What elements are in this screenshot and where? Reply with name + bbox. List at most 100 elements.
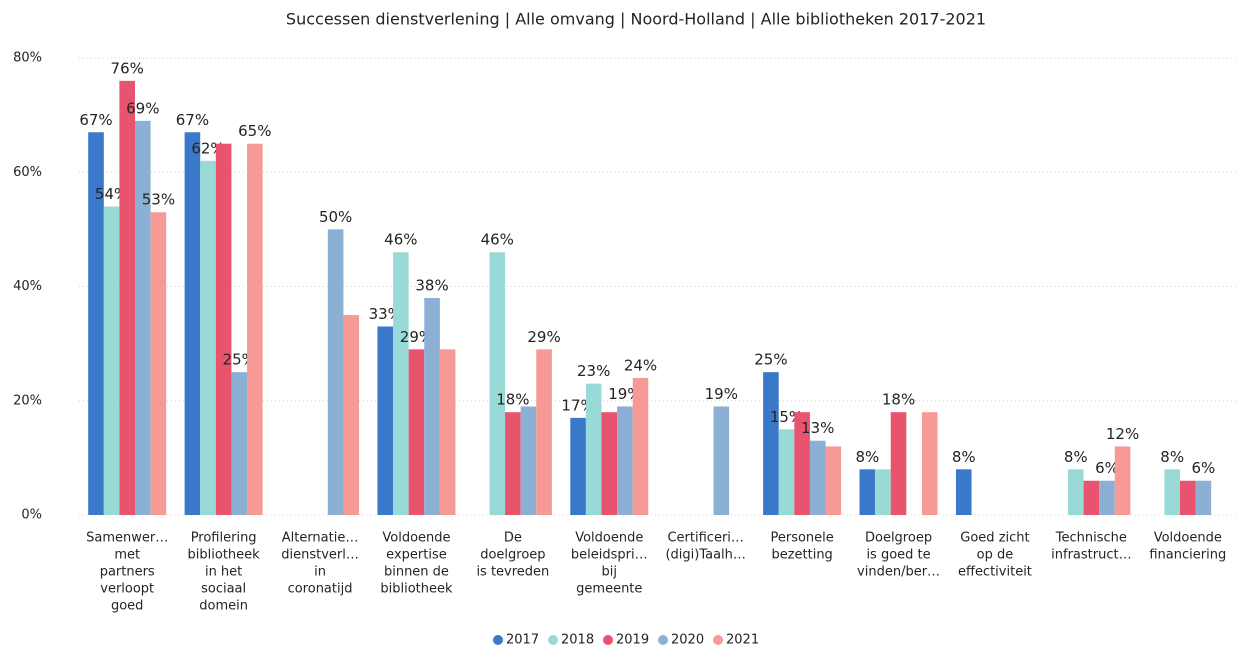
bar <box>184 132 201 515</box>
bar <box>150 212 167 516</box>
legend-swatch <box>493 635 503 645</box>
data-label: 6% <box>1095 459 1119 477</box>
x-tick-label: coronatijd <box>288 582 353 597</box>
bar <box>200 160 216 515</box>
legend-label: 2019 <box>616 633 649 648</box>
bar <box>713 406 730 515</box>
x-tick-label: financiering <box>1149 548 1226 563</box>
bar <box>794 412 810 515</box>
data-label: 6% <box>1191 459 1215 477</box>
y-tick-label: 0% <box>21 508 42 523</box>
x-tick-label: Alternatie… <box>282 531 359 546</box>
legend-label: 2021 <box>726 633 759 648</box>
legend-swatch <box>658 635 668 645</box>
bar <box>875 469 891 515</box>
bar <box>763 372 779 515</box>
bar <box>921 412 938 515</box>
bar <box>1114 446 1131 515</box>
bar <box>955 469 972 515</box>
x-tick-label: vinden/ber… <box>857 565 940 580</box>
legend-swatch <box>603 635 613 645</box>
x-tick-label: effectiviteit <box>958 565 1032 580</box>
y-tick-label: 80% <box>13 51 42 66</box>
x-tick-label: (digi)Taalh… <box>665 548 745 563</box>
x-tick-label: Goed zicht <box>960 531 1029 546</box>
bar <box>859 469 876 515</box>
x-tick-label: Technische <box>1055 531 1127 546</box>
legend-label: 2018 <box>561 633 594 648</box>
y-tick-label: 60% <box>13 165 42 180</box>
bar <box>119 80 136 515</box>
data-label: 53% <box>142 191 175 209</box>
legend-swatch <box>713 635 723 645</box>
bar <box>343 315 360 515</box>
data-label: 18% <box>496 391 529 409</box>
bar <box>1179 480 1196 515</box>
bar <box>778 429 795 515</box>
x-tick-label: bibliotheek <box>188 548 261 563</box>
data-label: 8% <box>952 448 976 466</box>
x-tick-label: Profilering <box>191 531 257 546</box>
bar <box>489 252 506 515</box>
x-tick-label: verloopt <box>100 582 154 597</box>
chart-title: Successen dienstverlening | Alle omvang … <box>286 10 986 29</box>
data-label: 19% <box>705 385 738 403</box>
x-tick-label: op de <box>977 548 1014 563</box>
bar <box>1067 469 1084 515</box>
x-tick-label: Voldoende <box>575 531 643 546</box>
x-tick-label: De <box>504 531 522 546</box>
bar <box>809 440 826 515</box>
bar <box>215 143 232 515</box>
data-label: 46% <box>481 231 514 249</box>
x-tick-label: binnen de <box>384 565 449 580</box>
bar <box>377 326 394 515</box>
x-tick-label: met <box>114 548 140 563</box>
bar <box>570 417 586 515</box>
x-tick-label: gemeente <box>576 582 642 597</box>
x-tick-label: infrastruct… <box>1051 548 1131 563</box>
x-tick-label: beleidspri… <box>571 548 648 563</box>
x-tick-label: Doelgroep <box>865 531 932 546</box>
data-label: 23% <box>577 362 610 380</box>
x-tick-label: domein <box>199 599 248 614</box>
x-tick-label: goed <box>111 599 143 614</box>
data-label: 38% <box>415 276 448 294</box>
legend-swatch <box>548 635 558 645</box>
bar <box>1099 480 1115 515</box>
data-label: 65% <box>238 122 271 140</box>
bar <box>103 206 120 515</box>
bar <box>247 143 263 515</box>
data-label: 24% <box>624 356 657 374</box>
x-tick-label: Certificeri… <box>667 531 743 546</box>
bar <box>632 377 649 515</box>
data-label: 8% <box>1160 448 1184 466</box>
x-tick-label: Voldoende <box>382 531 450 546</box>
data-label: 76% <box>111 59 144 77</box>
data-label: 50% <box>319 208 352 226</box>
x-tick-label: bij <box>602 565 617 580</box>
data-label: 13% <box>801 419 834 437</box>
x-tick-label: in <box>314 565 326 580</box>
x-tick-label: partners <box>100 565 155 580</box>
x-tick-label: Voldoende <box>1154 531 1222 546</box>
x-tick-label: is goed te <box>866 548 930 563</box>
x-tick-label: bezetting <box>771 548 832 563</box>
bar <box>1195 480 1212 515</box>
data-label: 8% <box>1064 448 1088 466</box>
x-tick-label: dienstverl… <box>281 548 359 563</box>
x-tick-label: is tevreden <box>476 565 549 580</box>
bar <box>890 412 907 515</box>
data-label: 8% <box>855 448 879 466</box>
x-tick-label: doelgroep <box>480 548 545 563</box>
y-tick-label: 40% <box>13 279 42 294</box>
bar <box>327 229 344 515</box>
bar <box>617 406 633 515</box>
y-tick-label: 20% <box>13 393 42 408</box>
data-label: 67% <box>79 111 112 129</box>
x-tick-label: in het <box>205 565 242 580</box>
bar <box>1164 469 1180 515</box>
bar <box>520 406 537 515</box>
bar <box>88 132 104 515</box>
x-tick-label: Samenwer… <box>86 531 168 546</box>
